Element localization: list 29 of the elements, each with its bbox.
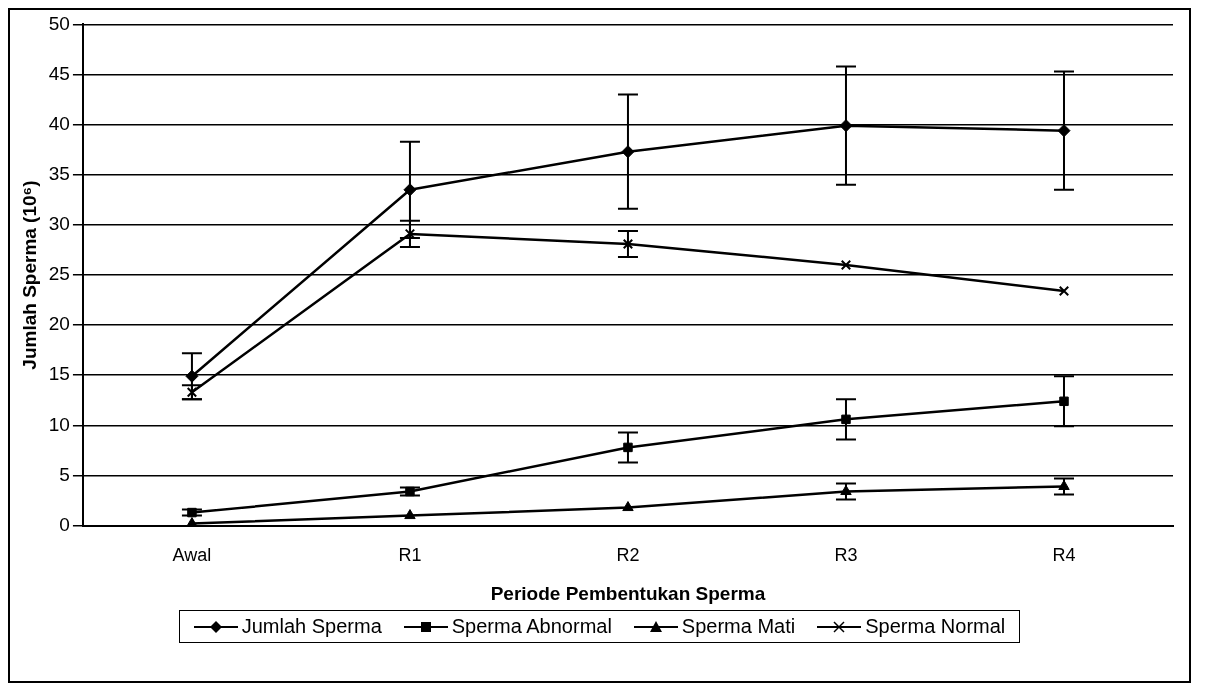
point — [840, 259, 851, 271]
y-tick-label: 25 — [48, 263, 70, 285]
y-tick-label: 20 — [48, 313, 70, 335]
x-tick-label: R1 — [397, 545, 421, 566]
x-tick-label: R4 — [1051, 545, 1075, 566]
x-tick-label: R3 — [833, 545, 857, 566]
y-tick-label: 40 — [48, 112, 70, 134]
point — [1058, 285, 1069, 297]
y-tick-label: 5 — [58, 463, 70, 485]
legend-label: Sperma Normal — [865, 615, 1006, 638]
legend-label: Sperma Abnormal — [451, 615, 612, 638]
x-axis-title: Periode Pembentukan Sperma — [490, 582, 766, 604]
y-tick-label: 50 — [48, 12, 70, 34]
x-tick-label: Awal — [172, 545, 211, 566]
legend-label: Sperma Mati — [681, 615, 796, 638]
y-tick-label: 35 — [48, 162, 70, 184]
point — [1058, 396, 1069, 407]
point — [621, 501, 634, 512]
y-axis-title: Jumlah Sperma (10⁶) — [18, 180, 40, 370]
point — [840, 414, 851, 425]
y-tick-label: 45 — [48, 62, 70, 84]
point — [403, 509, 416, 520]
y-tick-label: 15 — [48, 363, 70, 385]
y-tick-label: 10 — [48, 413, 70, 435]
x-tick-label: R2 — [615, 545, 639, 566]
y-tick-label: 0 — [58, 513, 70, 535]
point — [622, 238, 633, 250]
legend-label: Jumlah Sperma — [241, 615, 382, 638]
y-tick-label: 30 — [48, 213, 70, 235]
